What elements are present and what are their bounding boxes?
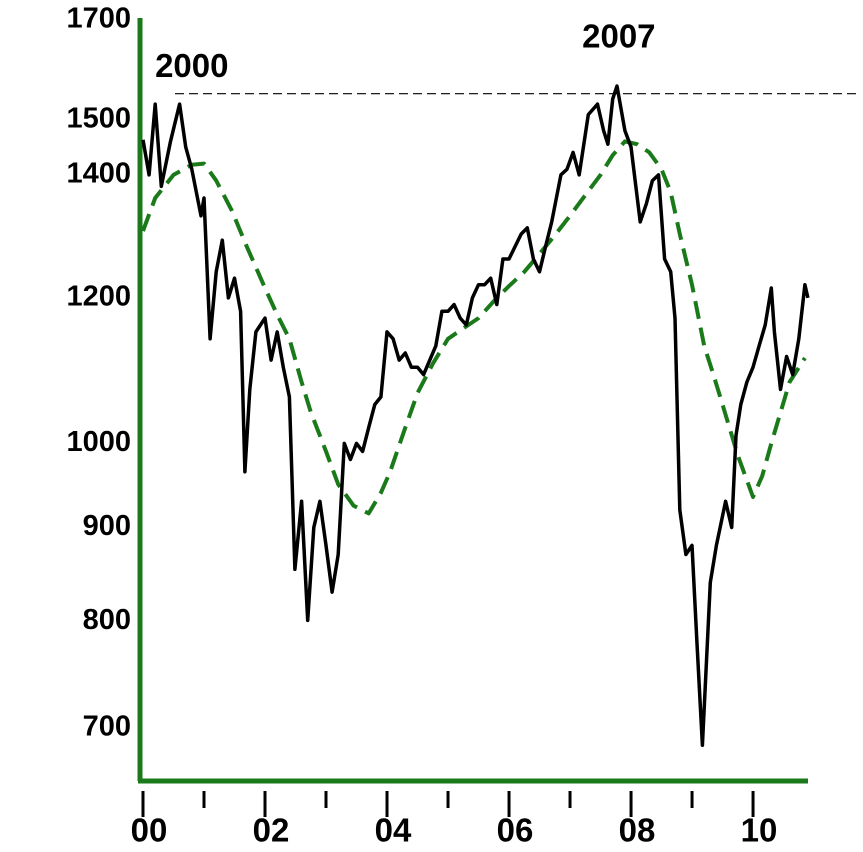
annotation: 2007 bbox=[582, 18, 655, 55]
y-tick-label: 900 bbox=[83, 510, 131, 542]
annotation: 2000 bbox=[155, 47, 228, 84]
y-tick-label: 1500 bbox=[66, 103, 131, 135]
x-tick-label: 08 bbox=[619, 812, 656, 849]
y-tick-label: 1400 bbox=[66, 158, 131, 190]
y-tick-label: 1000 bbox=[66, 426, 131, 458]
y-tick-label: 1200 bbox=[66, 281, 131, 313]
moving-average-line bbox=[141, 139, 807, 516]
y-tick-label: 1700 bbox=[66, 3, 131, 35]
price-line bbox=[141, 84, 810, 748]
x-tick-label: 06 bbox=[497, 812, 534, 849]
x-tick-label: 10 bbox=[741, 812, 778, 849]
x-tick-label: 02 bbox=[253, 812, 290, 849]
x-tick-label: 04 bbox=[375, 812, 412, 849]
y-tick-label: 800 bbox=[83, 604, 131, 636]
y-tick-label: 700 bbox=[83, 711, 131, 743]
x-tick-label: 00 bbox=[131, 812, 168, 849]
